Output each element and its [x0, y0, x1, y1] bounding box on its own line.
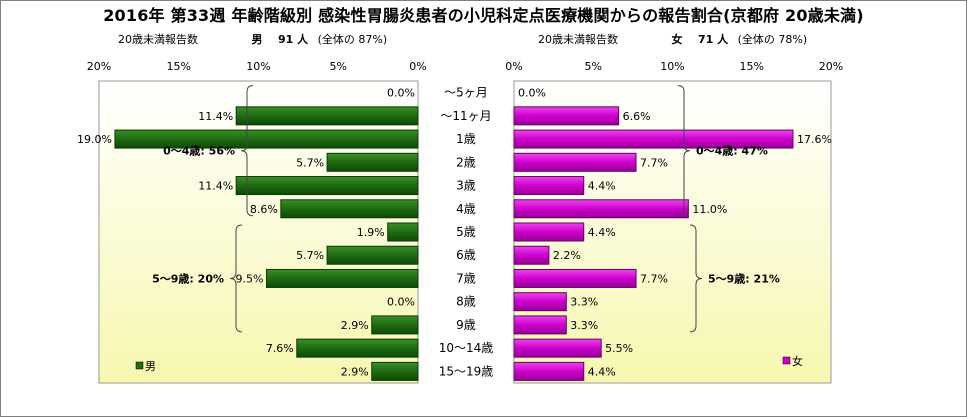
category-label: 9歳	[456, 318, 476, 332]
male-data-label: 5.7%	[296, 156, 324, 169]
female-bar	[513, 245, 550, 265]
category-label: 3歳	[456, 179, 476, 193]
category-label: 7歳	[456, 271, 476, 285]
male-bar	[296, 338, 419, 358]
male-bar	[371, 361, 419, 381]
female-data-label: 3.3%	[570, 319, 598, 332]
right-tick-label: 10%	[660, 60, 684, 73]
right-tick-label: 0%	[505, 60, 522, 73]
female-bar	[513, 199, 689, 219]
male-data-label: 8.6%	[250, 203, 278, 216]
female-bar	[513, 338, 602, 358]
right-header-share: (全体の 78%)	[737, 33, 808, 46]
age-group-bracket-label: 0～4歳: 56%	[163, 144, 235, 158]
legend-swatch-female	[782, 356, 791, 365]
male-data-label: 0.0%	[387, 296, 415, 309]
category-label: ～11ヶ月	[440, 109, 491, 123]
female-data-label: 7.7%	[640, 272, 668, 285]
age-group-bracket	[240, 85, 254, 217]
category-label: 10～14歳	[439, 341, 494, 355]
left-header-share: (全体の 87%)	[317, 33, 388, 46]
category-label: 5歳	[456, 225, 476, 239]
female-bar	[513, 361, 585, 381]
category-label: 6歳	[456, 248, 476, 262]
female-bar	[513, 222, 585, 242]
female-bar	[513, 152, 637, 172]
chart-title: 2016年 第33週 年齢階級別 感染性胃腸炎患者の小児科定点医療機関からの報告…	[103, 6, 864, 25]
left-header: 20歳未満報告数 男 91 人 (全体の 87%)	[118, 31, 387, 47]
age-group-bracket-label: 5～9歳: 20%	[152, 271, 224, 285]
female-data-label: 2.2%	[553, 249, 581, 262]
female-data-label: 11.0%	[692, 203, 727, 216]
male-bar	[280, 199, 419, 219]
age-group-bracket-label: 5～9歳: 21%	[708, 271, 780, 285]
legend-label-female: 女	[792, 354, 803, 368]
category-label: 2歳	[456, 155, 476, 169]
right-tick-label: 20%	[819, 60, 843, 73]
male-data-label: 0.0%	[387, 87, 415, 100]
left-tick-label: 5%	[330, 60, 347, 73]
right-header-label: 20歳未満報告数	[538, 33, 618, 46]
left-tick-label: 20%	[87, 60, 111, 73]
legend-label-male: 男	[145, 360, 156, 373]
category-label: 4歳	[456, 202, 476, 216]
male-bar	[326, 245, 419, 265]
legend-swatch-male	[135, 361, 144, 370]
female-bar	[513, 292, 567, 312]
left-tick-label: 10%	[246, 60, 270, 73]
male-data-label: 5.7%	[296, 249, 324, 262]
female-bar	[513, 176, 585, 196]
male-data-label: 7.6%	[266, 342, 294, 355]
right-header-group: 女	[671, 33, 683, 46]
male-bar	[387, 222, 419, 242]
category-label: 15～19歳	[439, 364, 494, 378]
female-data-label: 0.0%	[518, 87, 546, 100]
male-data-label: 9.5%	[236, 272, 264, 285]
right-header-count: 71 人	[698, 33, 729, 46]
left-header-count: 91 人	[278, 33, 309, 46]
male-data-label: 2.9%	[341, 319, 369, 332]
male-bar	[371, 315, 419, 335]
male-data-label: 19.0%	[77, 133, 112, 146]
age-group-bracket	[677, 85, 691, 217]
female-bar	[513, 129, 794, 149]
female-bar	[513, 315, 567, 335]
left-header-group: 男	[251, 33, 263, 46]
left-tick-label: 0%	[409, 60, 426, 73]
female-data-label: 4.4%	[588, 180, 616, 193]
female-bar	[513, 268, 637, 288]
female-data-label: 17.6%	[797, 133, 832, 146]
male-bar	[235, 106, 419, 126]
male-data-label: 11.4%	[198, 110, 233, 123]
right-header: 20歳未満報告数 女 71 人 (全体の 78%)	[538, 31, 807, 47]
female-data-label: 3.3%	[570, 296, 598, 309]
left-header-label: 20歳未満報告数	[118, 33, 198, 46]
male-bar	[235, 176, 419, 196]
female-data-label: 7.7%	[640, 156, 668, 169]
right-tick-label: 15%	[740, 60, 764, 73]
male-data-label: 1.9%	[357, 226, 385, 239]
female-bar	[513, 106, 620, 126]
female-data-label: 4.4%	[588, 226, 616, 239]
female-data-label: 6.6%	[623, 110, 651, 123]
age-group-bracket	[229, 224, 243, 333]
female-data-label: 4.4%	[588, 365, 616, 378]
male-bar	[265, 268, 419, 288]
category-label: 8歳	[456, 295, 476, 309]
male-data-label: 11.4%	[198, 180, 233, 193]
left-tick-label: 15%	[167, 60, 191, 73]
category-label: 1歳	[456, 132, 476, 146]
age-group-bracket-label: 0～4歳: 47%	[696, 144, 768, 158]
female-data-label: 5.5%	[605, 342, 633, 355]
male-data-label: 2.9%	[341, 365, 369, 378]
age-group-bracket	[689, 224, 703, 333]
male-bar	[326, 152, 419, 172]
male-bar	[114, 129, 419, 149]
category-label: ～5ヶ月	[444, 86, 488, 100]
right-tick-label: 5%	[585, 60, 602, 73]
